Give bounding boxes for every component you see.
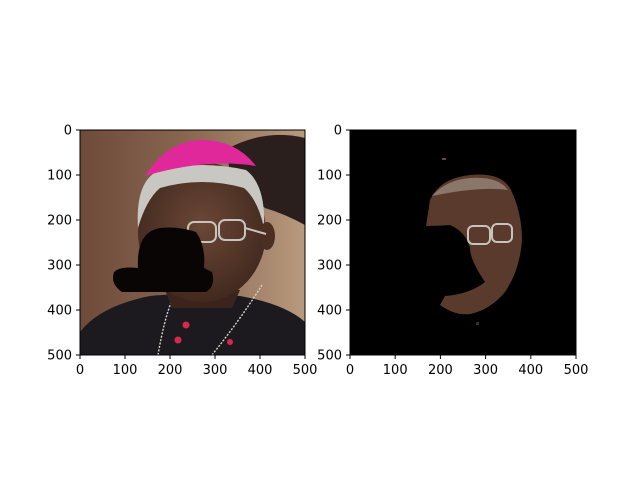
y-tick-label: 200: [47, 214, 72, 229]
right-y-ticks: 0 100 200 300 400 500: [317, 124, 350, 364]
left-y-ticks: 0 100 200 300 400 500: [47, 124, 80, 364]
right-image: [350, 130, 576, 355]
left-x-ticks: 0 100 200 300 400 500: [76, 355, 318, 378]
x-tick-label: 300: [473, 363, 498, 378]
y-tick-label: 100: [317, 169, 342, 184]
left-axes-frame: [79, 129, 306, 356]
y-tick-label: 300: [317, 259, 342, 274]
left-image: [80, 130, 305, 355]
right-panel: 0 100 200 300 400 500 0 100 200 300 400 500: [317, 124, 588, 379]
y-tick-label: 0: [334, 124, 342, 139]
y-tick-label: 300: [47, 259, 72, 274]
right-x-ticks: 0 100 200 300 400 500: [346, 355, 589, 378]
x-tick-label: 100: [113, 363, 138, 378]
x-tick-label: 500: [564, 363, 589, 378]
x-tick-label: 300: [203, 363, 228, 378]
x-tick-label: 500: [293, 363, 318, 378]
x-tick-label: 0: [346, 363, 354, 378]
x-tick-label: 200: [428, 363, 453, 378]
y-tick-label: 500: [47, 349, 72, 364]
y-tick-label: 400: [47, 304, 72, 319]
x-tick-label: 400: [248, 363, 273, 378]
right-axes-frame: [349, 129, 577, 356]
y-tick-label: 500: [317, 349, 342, 364]
x-tick-label: 0: [76, 363, 84, 378]
y-tick-label: 0: [64, 124, 72, 139]
y-tick-label: 100: [47, 169, 72, 184]
x-tick-label: 400: [518, 363, 543, 378]
y-tick-label: 400: [317, 304, 342, 319]
left-panel: 0 100 200 300 400 500 0 100 200 300 400 500: [47, 124, 317, 379]
y-tick-label: 200: [317, 214, 342, 229]
x-tick-label: 100: [383, 363, 408, 378]
x-tick-label: 200: [158, 363, 183, 378]
